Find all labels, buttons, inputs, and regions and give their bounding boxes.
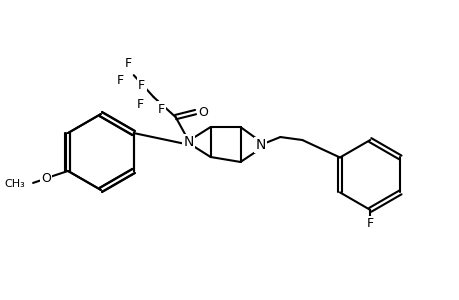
Text: CH₃: CH₃ bbox=[4, 179, 25, 189]
Text: N: N bbox=[183, 135, 193, 149]
Text: N: N bbox=[255, 138, 265, 152]
Text: F: F bbox=[138, 79, 145, 92]
Text: F: F bbox=[117, 74, 124, 87]
Text: F: F bbox=[366, 217, 373, 230]
Text: O: O bbox=[198, 106, 208, 118]
Text: O: O bbox=[41, 172, 51, 185]
Text: F: F bbox=[158, 103, 165, 116]
Text: F: F bbox=[125, 57, 132, 70]
Text: F: F bbox=[137, 98, 144, 111]
